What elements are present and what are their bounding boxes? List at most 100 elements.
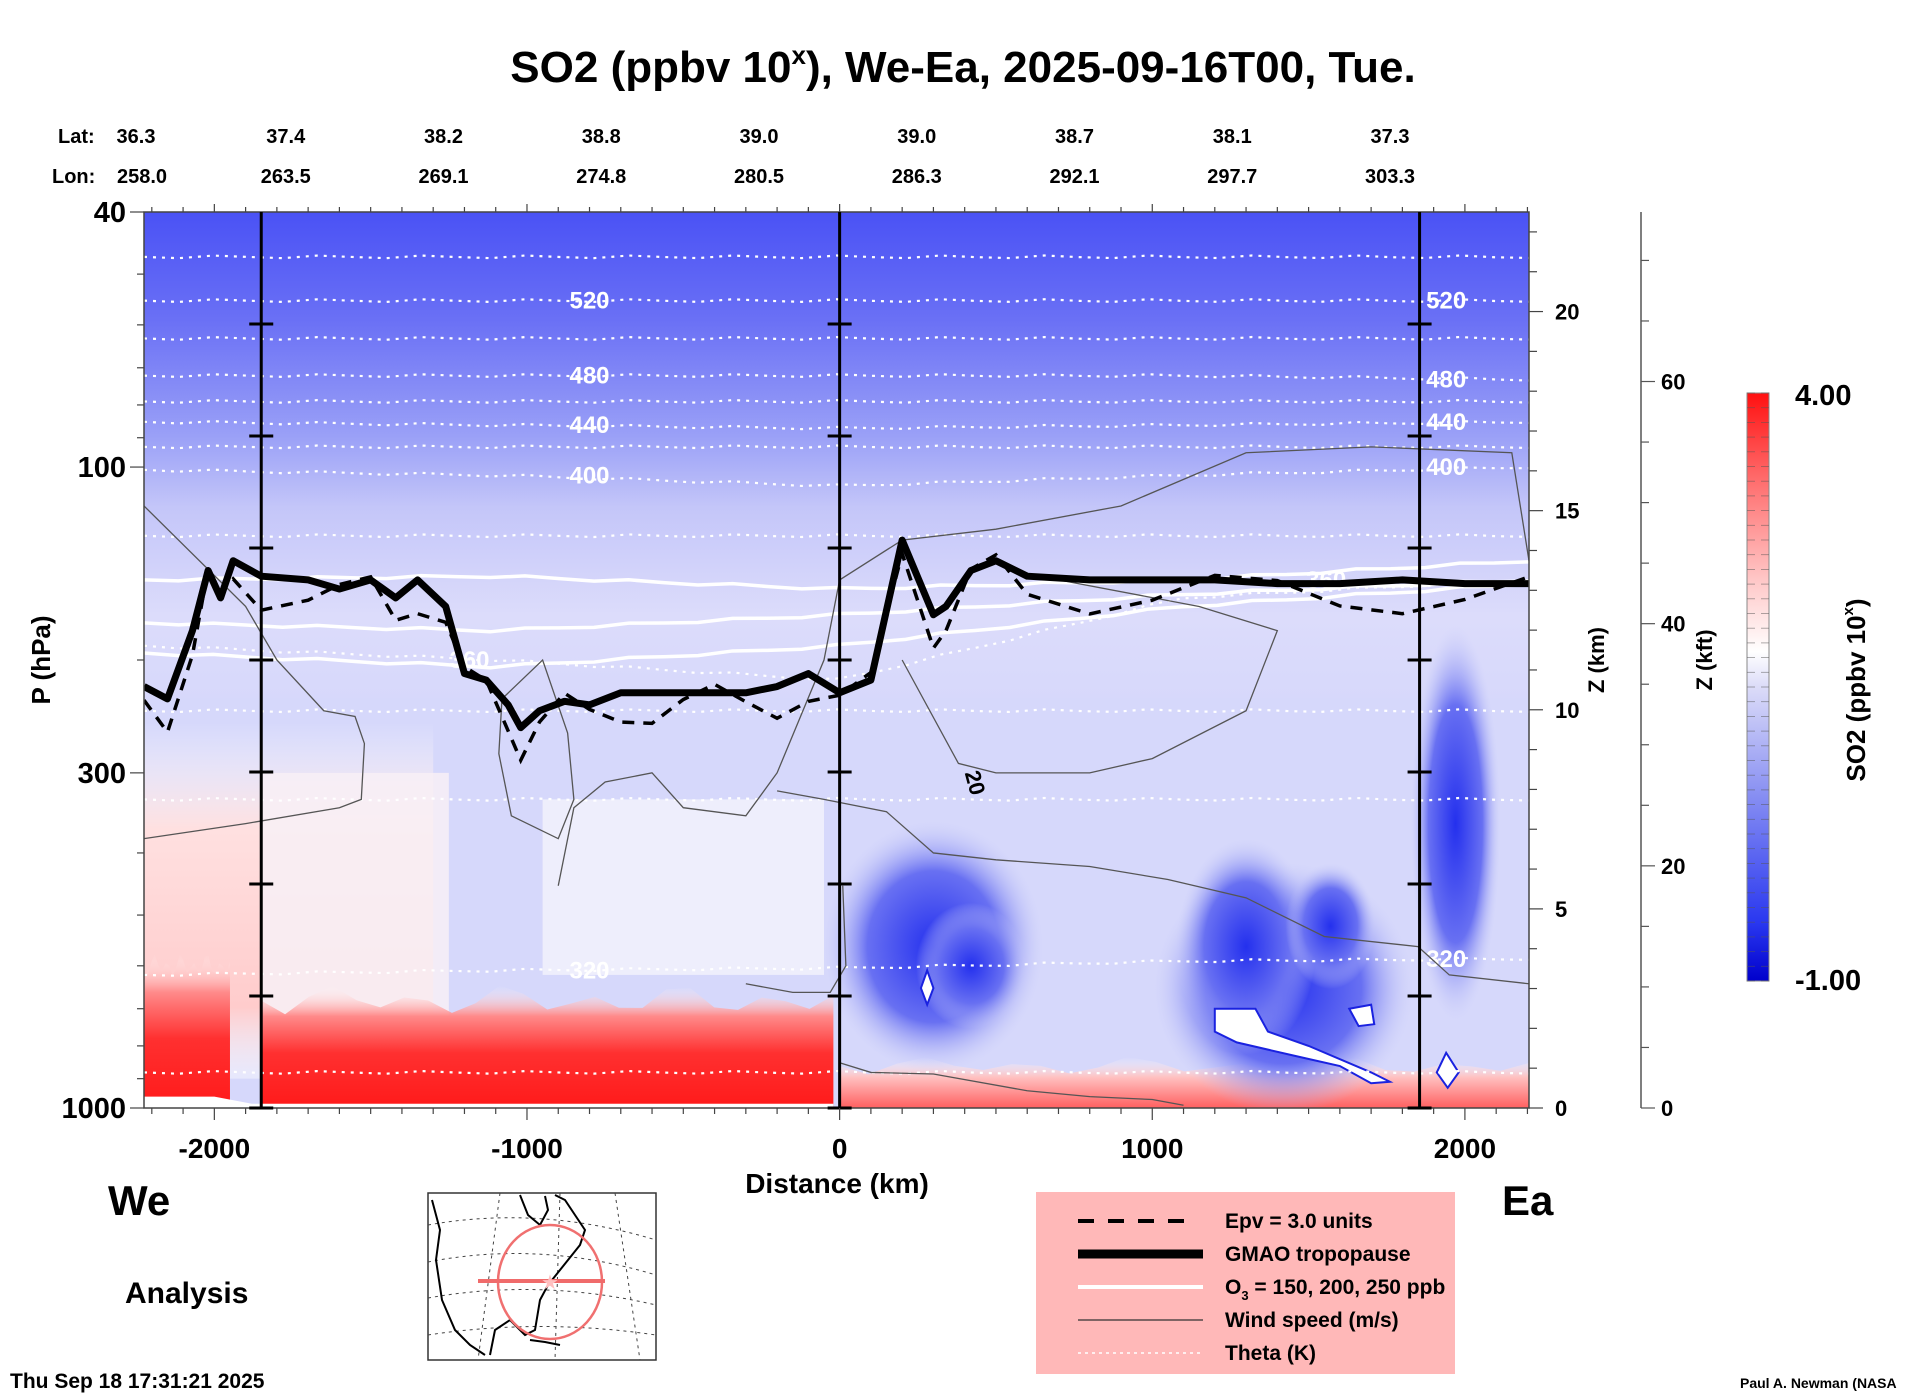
theta-contour: [144, 335, 1529, 341]
legend-item-theta: Theta (K): [1225, 1342, 1316, 1365]
theta-label: 480: [569, 363, 609, 390]
theta-contour-480: [144, 373, 1529, 382]
gmao-tropopause-line: [144, 536, 1529, 732]
lat-value: 36.3: [117, 126, 156, 148]
x-axis-label: Distance (km): [745, 1168, 929, 1199]
legend-box: [1036, 1192, 1455, 1374]
lon-value: 292.1: [1049, 166, 1099, 188]
x-tick-label: 2000: [1434, 1133, 1496, 1164]
wind-speed-contour: [901, 579, 1279, 774]
theta-contour: [144, 708, 1529, 714]
theta-label: 520: [1426, 288, 1466, 315]
credit: Paul A. Newman (NASA: [1740, 1375, 1897, 1391]
lat-value: 38.2: [424, 126, 463, 148]
lon-value: 258.0: [117, 166, 167, 188]
lon-value: 286.3: [892, 166, 942, 188]
y-tick-label: 100: [78, 452, 126, 484]
z-km-tick-label: 15: [1555, 499, 1579, 524]
z-kft-axis-label: Z (kft): [1692, 629, 1717, 690]
lon-value: 263.5: [261, 166, 311, 188]
z-km-tick-label: 20: [1555, 300, 1579, 325]
chart-title: SO2 (ppbv 10x), We-Ea, 2025-09-16T00, Tu…: [510, 40, 1415, 92]
wind-speed-contour: [557, 446, 1529, 886]
z-km-tick-label: 5: [1555, 897, 1567, 922]
ozone-contour: [144, 582, 1529, 670]
theta-contour: [144, 796, 1529, 802]
z-kft-tick-label: 20: [1661, 854, 1685, 879]
lat-row-label: Lat:: [58, 126, 95, 148]
theta-contour-320: [144, 956, 1529, 977]
wind-speed-contour: [839, 1062, 1184, 1106]
track-coordinates: 36.3 258.0 37.4 263.5 38.2 269.1 38.8 274.8 39.0…: [117, 126, 1416, 188]
so2-offscale-patch: [1347, 1003, 1376, 1028]
theta-label: 400: [569, 462, 609, 489]
x-tick-label: 1000: [1121, 1133, 1183, 1164]
ozone-contour: [144, 560, 1529, 591]
theta-label: 520: [569, 288, 609, 315]
legend: Epv = 3.0 units GMAO tropopause O3 = 150…: [1036, 1192, 1455, 1374]
y-tick-label: 40: [94, 197, 126, 229]
so2-offscale-patch: [1213, 1007, 1394, 1085]
lat-value: 38.7: [1055, 126, 1094, 148]
lat-value: 39.0: [740, 126, 779, 148]
theta-label: 440: [1426, 409, 1466, 436]
lon-value: 303.3: [1365, 166, 1415, 188]
lon-value: 297.7: [1207, 166, 1257, 188]
track-inset-map: ★: [427, 1192, 657, 1361]
z-km-axis-label: Z (km): [1584, 627, 1609, 693]
mode-label: Analysis: [125, 1277, 248, 1310]
y-tick-label: 300: [78, 758, 126, 790]
x-tick-label: -1000: [491, 1133, 563, 1164]
colorbar: 4.00 -1.00 SO2 (ppbv 10x): [1746, 380, 1871, 997]
west-label: We: [108, 1177, 170, 1224]
theta-label: 400: [1426, 454, 1466, 481]
lat-value: 39.0: [897, 126, 936, 148]
colorbar-label: SO2 (ppbv 10x): [1840, 598, 1871, 781]
lat-value: 38.8: [582, 126, 621, 148]
theta-contour: [144, 398, 1529, 404]
x-tick-label: 0: [832, 1133, 848, 1164]
below-ground-mask: [144, 1096, 834, 1108]
lon-value: 274.8: [576, 166, 626, 188]
theta-contour: [144, 254, 1529, 260]
lon-row-label: Lon:: [52, 166, 95, 188]
wind-speed-contour: [776, 790, 1529, 985]
so2-region-low-trop-red-west: [261, 985, 834, 1108]
z-kft-tick-label: 60: [1661, 370, 1685, 395]
east-label: Ea: [1502, 1177, 1554, 1224]
x-tick-label: -2000: [179, 1133, 251, 1164]
lat-value: 37.3: [1371, 126, 1410, 148]
theta-label: 320: [569, 957, 609, 984]
legend-item-tropopause: GMAO tropopause: [1225, 1243, 1411, 1266]
colorbar-min-label: -1.00: [1795, 965, 1861, 997]
theta-contour-360: [144, 579, 1529, 681]
lat-value: 37.4: [266, 126, 306, 148]
epv-contour: [144, 547, 1529, 765]
theta-label: 440: [569, 412, 609, 439]
theta-contour-440: [144, 419, 1529, 431]
theta-contour: [144, 533, 1529, 539]
theta-label: 480: [1426, 366, 1466, 393]
so2-offscale-patch: [919, 967, 935, 1008]
z-kft-tick-label: 0: [1661, 1096, 1673, 1121]
lon-value: 280.5: [734, 166, 784, 188]
so2-region-low-trop-red-farwest: [144, 953, 230, 1108]
theta-contour-520: [144, 298, 1529, 304]
legend-item-epv: Epv = 3.0 units: [1225, 1210, 1373, 1233]
so2-low-blob: [1176, 838, 1317, 1055]
so2-low-blob: [1285, 862, 1376, 989]
z-km-tick-label: 0: [1555, 1096, 1567, 1121]
y-tick-label: 1000: [61, 1093, 126, 1125]
wind-speed-contour: [498, 658, 575, 840]
legend-item-ozone: O3 = 150, 200, 250 ppb: [1225, 1276, 1445, 1303]
z-kft-tick-label: 40: [1661, 612, 1685, 637]
theta-contour: [144, 1069, 1529, 1075]
theta-contour-400: [144, 466, 1529, 488]
legend-item-wind: Wind speed (m/s): [1225, 1309, 1399, 1332]
colorbar-max-label: 4.00: [1795, 380, 1851, 412]
lat-value: 38.1: [1213, 126, 1252, 148]
so2-region-pale-mid: [542, 799, 824, 975]
so2-low-blob: [1410, 625, 1501, 1022]
